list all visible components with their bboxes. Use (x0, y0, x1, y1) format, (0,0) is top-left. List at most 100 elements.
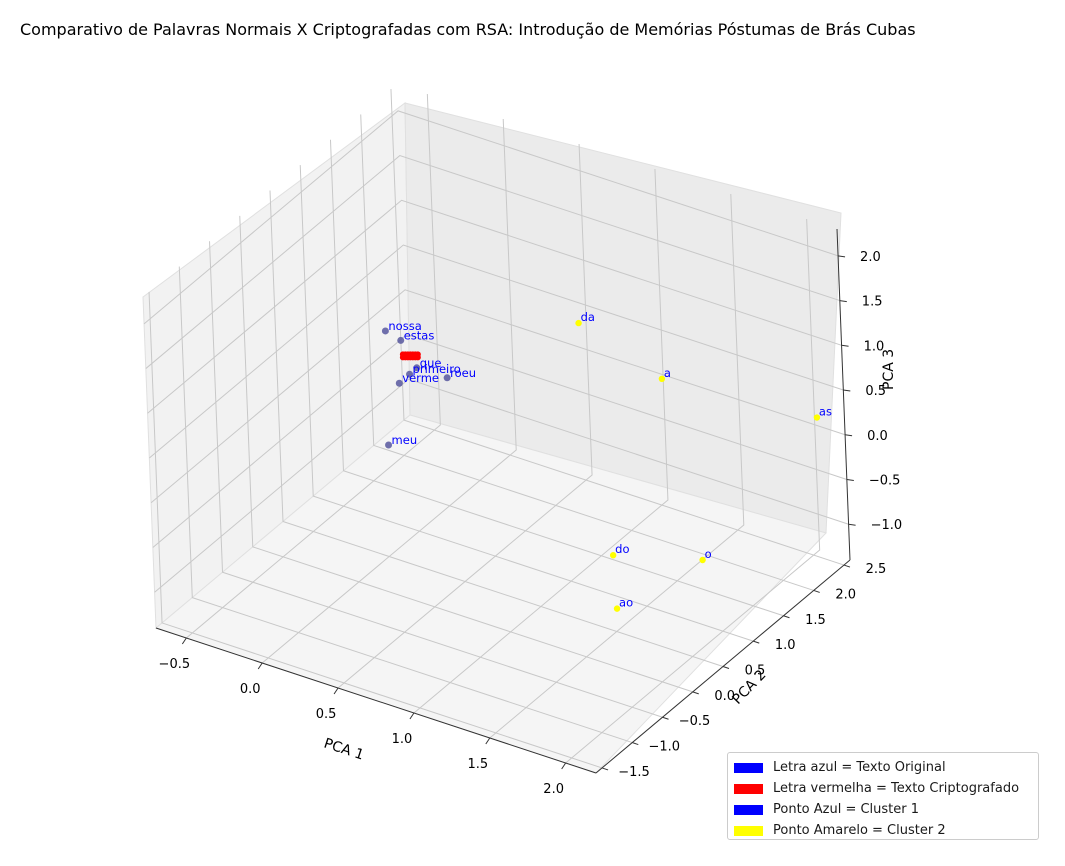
legend-swatch (734, 825, 763, 836)
cluster2-point (658, 375, 666, 383)
y-tick-mark (783, 615, 790, 619)
legend-item: Ponto Amarelo = Cluster 2 (734, 820, 1030, 841)
legend-swatch (734, 762, 763, 773)
word-label: primeiro (413, 362, 461, 376)
y-tick-label: 2.0 (835, 587, 856, 602)
z-tick-mark (843, 389, 851, 392)
y-grid-line (148, 291, 603, 769)
x-tick-label: 2.0 (543, 782, 564, 797)
z-grid-line (147, 199, 842, 414)
cluster1-point (443, 374, 451, 382)
y-grid-line (299, 165, 754, 642)
tick-labels: −0.50.00.51.01.52.0−1.5−1.0−0.50.00.51.0… (159, 250, 903, 797)
y-tick-label: −1.5 (618, 765, 650, 780)
cluster2-point (813, 414, 821, 421)
z-tick-label: 0.0 (867, 429, 888, 444)
grid-lines (143, 89, 849, 769)
word-label: verme (402, 371, 439, 385)
z-tick-mark (845, 434, 853, 437)
z-grid-line (150, 289, 846, 504)
word-label: estas (404, 328, 435, 342)
z-tick-mark (839, 300, 847, 303)
cluster2-point (575, 319, 582, 327)
z-tick-mark (846, 478, 854, 481)
y-grid-line (209, 241, 663, 718)
x-tick-mark (561, 762, 567, 770)
legend-item: Letra azul = Texto Original (734, 757, 1030, 778)
z-tick-label: 0.5 (865, 384, 886, 399)
x-grid-line (186, 93, 441, 639)
z-tick-label: −0.5 (869, 473, 901, 488)
y-tick-mark (722, 666, 730, 669)
x-grid-line (261, 118, 517, 664)
word-label: que (420, 356, 442, 370)
z-grid-line (152, 333, 847, 548)
cluster2-point (699, 556, 706, 564)
word-label: as (819, 405, 832, 419)
x-tick-mark (485, 737, 491, 745)
z-grid-line (145, 155, 840, 369)
y-tick-mark (632, 742, 639, 746)
z-tick-label: −1.0 (871, 518, 903, 533)
y-tick-mark (753, 640, 760, 644)
cluster2-point (609, 552, 617, 559)
y-grid-line (360, 114, 814, 591)
z-axis-label: PCA 3 (881, 349, 897, 390)
word-label: a (664, 366, 671, 380)
y-tick-mark (601, 767, 609, 771)
legend-item: Ponto Azul = Cluster 1 (734, 799, 1030, 820)
z-tick-mark (841, 344, 849, 347)
z-tick-label: 1.5 (862, 295, 883, 310)
legend-swatch (734, 804, 763, 815)
y-tick-label: 1.5 (805, 613, 826, 628)
x-tick-label: 0.5 (316, 707, 337, 722)
z-tick-label: 1.0 (864, 339, 885, 354)
cluster1-point (395, 379, 403, 387)
x-axis-label: PCA 1 (322, 736, 366, 764)
x-tick-label: 1.5 (467, 757, 488, 772)
y-tick-mark (813, 589, 820, 593)
legend-item: Letra vermelha = Texto Criptografado (734, 778, 1030, 799)
legend-label: Ponto Azul = Cluster 1 (773, 802, 920, 817)
cluster1-point (406, 370, 414, 378)
x-grid-line (337, 143, 593, 689)
chart-title: Comparativo de Palavras Normais X Cripto… (20, 20, 916, 39)
x-tick-label: 0.0 (240, 682, 261, 697)
x-tick-mark (257, 662, 263, 670)
legend-swatch (734, 783, 763, 794)
y-tick-label: 2.5 (866, 562, 887, 577)
legend-label: Letra azul = Texto Original (773, 760, 946, 775)
z-tick-mark (848, 523, 856, 526)
legend-label: Letra vermelha = Texto Criptografado (773, 781, 1020, 796)
x-tick-label: −0.5 (159, 657, 191, 672)
z-tick-mark (837, 255, 846, 258)
x-grid-line (565, 218, 821, 764)
word-label: roeu (450, 366, 476, 380)
x-grid-line (489, 193, 745, 739)
word-label: da (581, 310, 595, 324)
cluster1-point (381, 327, 389, 335)
word-label: nossa (388, 319, 421, 333)
z-grid-line (143, 110, 839, 325)
y-tick-mark (843, 564, 851, 568)
encrypted-point (414, 354, 421, 361)
cluster1-point (397, 336, 405, 344)
y-grid-line (239, 215, 693, 693)
cluster1-point (413, 364, 421, 372)
z-grid-line (149, 244, 844, 459)
y-tick-label: −0.5 (679, 714, 711, 729)
z-grid-line (154, 378, 849, 593)
x-tick-mark (409, 712, 415, 720)
y-tick-label: 0.0 (714, 689, 735, 704)
word-label: o (705, 547, 712, 561)
cluster2-point (613, 605, 621, 612)
y-grid-line (269, 190, 724, 667)
x-grid-line (413, 168, 669, 714)
cluster1-point (385, 441, 393, 449)
y-grid-line (178, 266, 633, 744)
y-tick-label: 1.0 (775, 638, 796, 653)
x-tick-mark (333, 687, 339, 695)
z-tick-label: 2.0 (860, 250, 881, 265)
